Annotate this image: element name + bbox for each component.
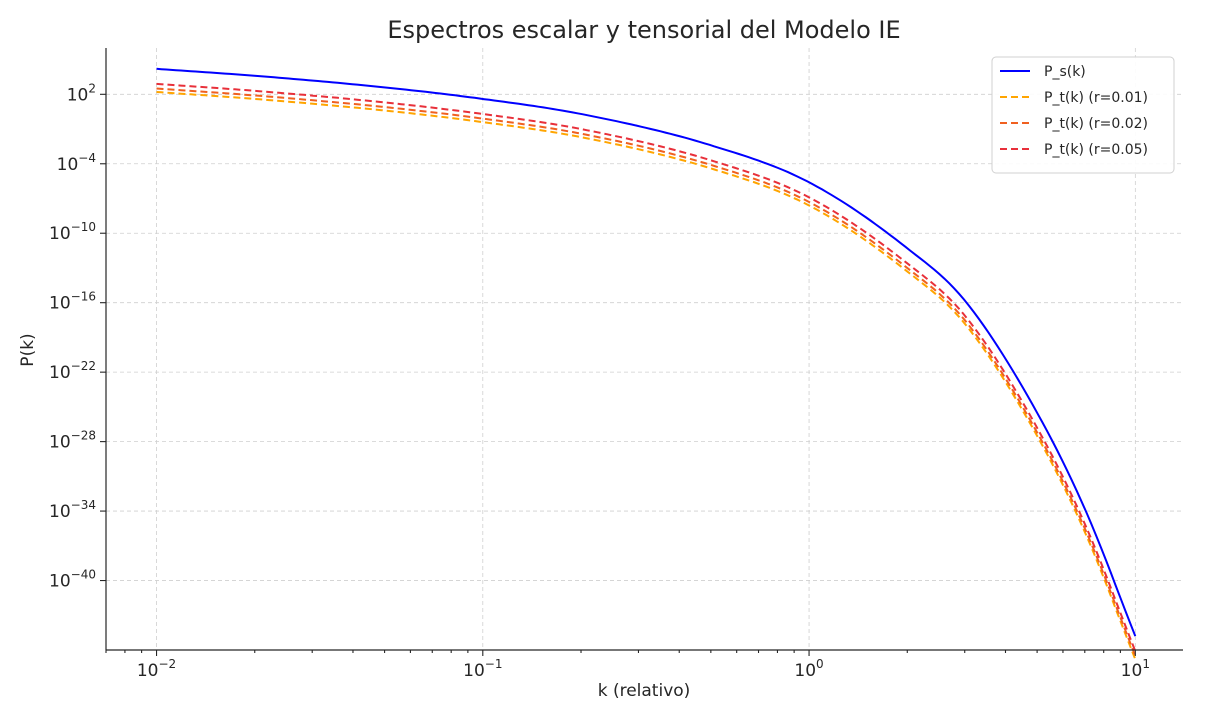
y-tick-base: 10	[49, 433, 71, 453]
y-tick-exponent: 2	[88, 81, 96, 95]
y-tick-label: 10−10	[49, 220, 96, 244]
y-tick-label: 10−28	[49, 429, 96, 453]
y-tick-exponent: −10	[71, 220, 96, 234]
y-tick-exponent: −34	[71, 498, 96, 512]
series-layer	[156, 67, 1137, 660]
x-tick-base: 10	[137, 661, 159, 681]
y-tick-base: 10	[49, 224, 71, 244]
y-tick-base: 10	[49, 572, 71, 592]
x-tick-label: 10−1	[463, 657, 502, 681]
series-line-3	[156, 82, 1137, 652]
legend-label: P_t(k) (r=0.05)	[1044, 142, 1148, 158]
y-tick-exponent: −28	[71, 429, 96, 443]
y-tick-exponent: −40	[71, 568, 96, 582]
y-tick-exponent: −16	[71, 290, 96, 304]
x-tick-label: 100	[794, 657, 823, 681]
x-tick-label: 101	[1121, 657, 1150, 681]
y-tick-base: 10	[49, 363, 71, 383]
x-tick-exponent: −2	[159, 657, 177, 671]
y-tick-exponent: −4	[78, 151, 96, 165]
y-tick-label: 10−4	[57, 151, 96, 175]
x-axis-label: k (relativo)	[598, 681, 691, 701]
x-ticks: 10−2 10−1 100 101	[105, 650, 1150, 681]
y-tick-base: 10	[49, 294, 71, 314]
y-axis-label: P(k)	[18, 333, 38, 366]
y-tick-exponent: −22	[71, 359, 96, 373]
y-tick-base: 10	[67, 85, 89, 105]
legend-label: P_s(k)	[1044, 64, 1086, 80]
series-line-0	[156, 67, 1137, 637]
chart-title: Espectros escalar y tensorial del Modelo…	[387, 16, 900, 44]
y-tick-base: 10	[49, 502, 71, 522]
x-tick-base: 10	[1121, 661, 1143, 681]
y-tick-base: 10	[57, 155, 79, 175]
y-tick-label: 10−34	[49, 498, 96, 522]
legend-box	[991, 56, 1175, 174]
x-tick-exponent: 0	[816, 657, 824, 671]
y-tick-label: 102	[67, 81, 96, 105]
series-line-2	[156, 87, 1137, 657]
x-tick-exponent: 1	[1142, 657, 1150, 671]
y-tick-label: 10−40	[49, 568, 96, 592]
series-line-1	[156, 91, 1137, 660]
legend-label: P_t(k) (r=0.01)	[1044, 90, 1148, 106]
x-tick-label: 10−2	[137, 657, 176, 681]
y-tick-label: 10−16	[49, 290, 96, 314]
legend-label: P_t(k) (r=0.02)	[1044, 116, 1148, 132]
x-tick-base: 10	[463, 661, 485, 681]
x-tick-exponent: −1	[485, 657, 503, 671]
x-tick-base: 10	[794, 661, 816, 681]
y-tick-label: 10−22	[49, 359, 96, 383]
legend: P_s(k) P_t(k) (r=0.01) P_t(k) (r=0.02) P_t(…	[991, 56, 1175, 174]
